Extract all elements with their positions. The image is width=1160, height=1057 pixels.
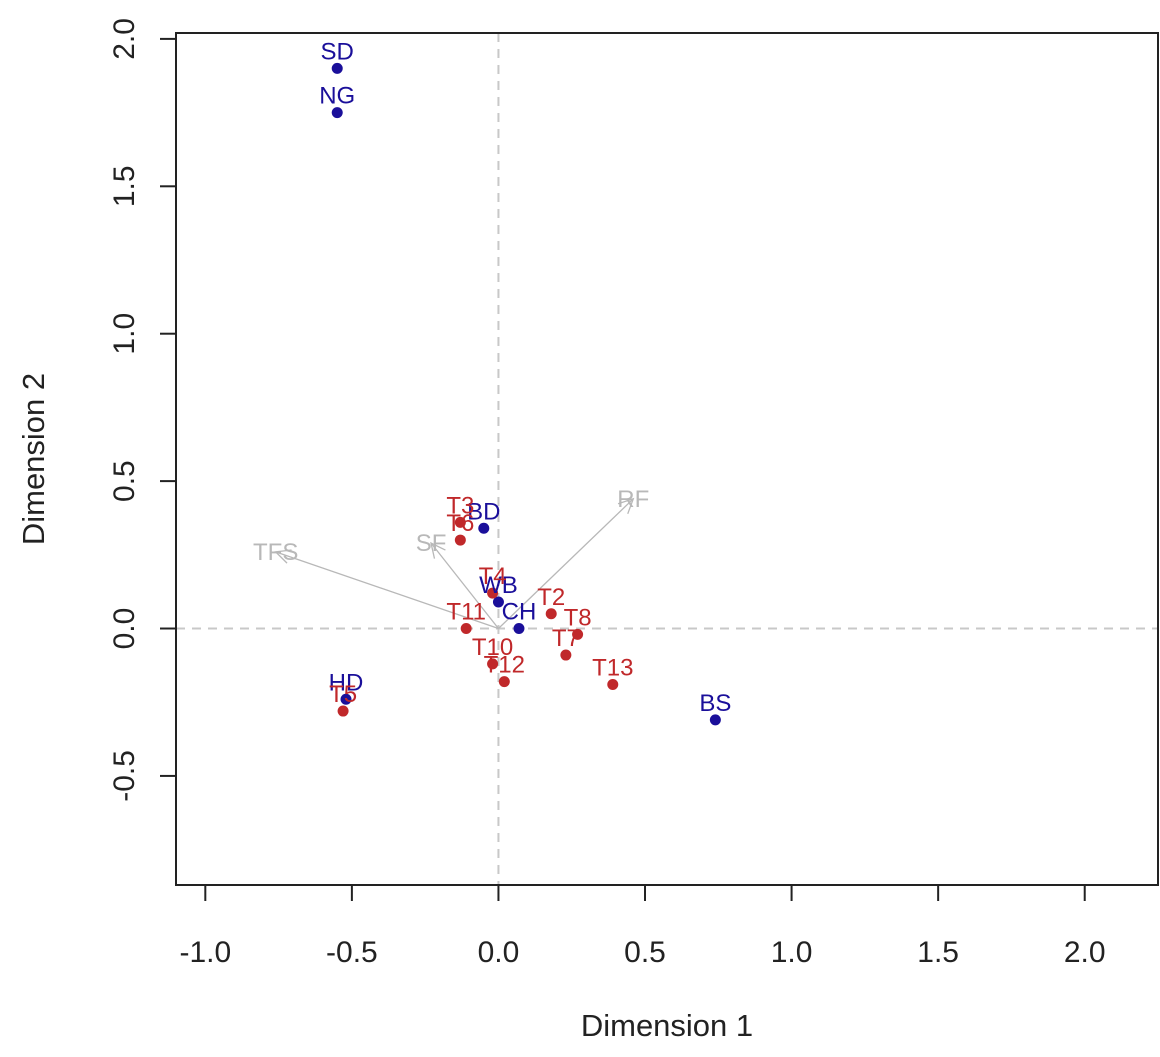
data-point [478,522,490,534]
point-label: T11 [446,599,486,626]
point-label: CH [502,599,537,626]
data-point [513,623,525,635]
data-point [487,587,499,599]
data-point [340,693,352,705]
point-label: T13 [592,655,633,682]
x-axis-label: Dimension 1 [581,1008,753,1043]
data-point [331,62,343,74]
point-label: HD [329,669,364,696]
point-label: T6 [446,510,474,537]
x-tick-label: 1.0 [771,936,813,969]
x-tick-label: 1.5 [917,936,959,969]
point-label: T4 [479,563,507,590]
vector-arrows: TFS SF RF [253,486,649,630]
data-point [337,705,349,717]
data-point [454,534,466,546]
vector-label: TFS [253,539,298,566]
x-tick-label: -0.5 [326,936,378,969]
y-tick-label: 2.0 [108,18,141,60]
data-point [498,676,510,688]
x-tick-label: -1.0 [179,936,231,969]
vector-label: RF [617,486,649,513]
vector-line [497,498,634,629]
data-point [492,596,504,608]
plot-frame [175,32,1159,886]
data-point [331,107,343,119]
point-label: NG [319,83,355,110]
y-tick-label: 1.5 [108,165,141,207]
data-point [560,649,572,661]
point-label: BS [699,690,731,717]
y-tick-label: -0.5 [108,750,141,802]
data-point [460,623,472,635]
point-label: T8 [564,604,592,631]
vector-arrowhead [430,541,446,559]
data-point [709,714,721,726]
point-label: T7 [552,625,580,652]
y-axis: -0.5 0.0 0.5 1.0 1.5 2.0 [108,18,177,802]
point-label: T12 [484,652,525,679]
vector-arrowhead [617,497,635,515]
y-tick-label: 0.5 [108,460,141,502]
reference-lines [176,33,1158,885]
vector-line [430,542,499,629]
y-tick-label: 0.0 [108,608,141,650]
vector-line [275,551,499,630]
x-tick-label: 0.0 [478,936,520,969]
vector-arrowhead [274,549,292,564]
data-point [454,516,466,528]
x-tick-label: 2.0 [1064,936,1106,969]
point-label: T10 [472,634,513,661]
point-label: SD [321,38,354,65]
point-label: T3 [446,492,474,519]
x-axis: -1.0 -0.5 0.0 0.5 1.0 1.5 2.0 [179,884,1106,969]
point-label: T5 [329,681,357,708]
data-point [607,679,619,691]
point-label: BD [467,498,500,525]
y-tick-label: 1.0 [108,313,141,355]
data-point [572,628,584,640]
vector-label: SF [416,530,447,557]
data-point [545,608,557,620]
data-point [487,658,499,670]
x-tick-label: 0.5 [624,936,666,969]
point-label: WB [479,572,518,599]
point-label: T2 [537,584,565,611]
y-axis-label: Dimension 2 [16,373,51,545]
data-points [331,62,721,726]
